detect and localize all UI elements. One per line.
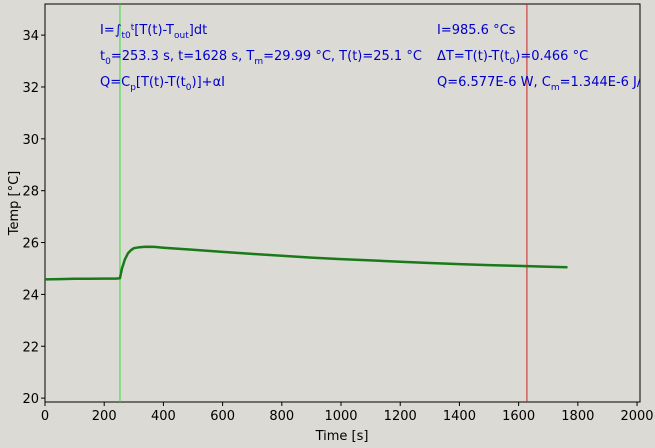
y-tick-label: 28 <box>22 185 39 200</box>
y-tick-label: 26 <box>22 237 39 252</box>
x-axis-label: Time [s] <box>315 429 369 444</box>
annotation-block: I=∫t0t[T(t)-Tout]dt t0=253.3 s, t=1628 s… <box>100 23 655 93</box>
y-tick-label: 24 <box>22 288 39 303</box>
integral-formula: I=∫t0t[T(t)-Tout]dt <box>100 23 207 41</box>
heat-value: Q=6.577E-6 W, Cm=1.344E-6 J/°C <box>437 75 655 93</box>
x-tick-label: 2000 <box>620 409 653 424</box>
x-tick-label: 0 <box>41 409 49 424</box>
x-tick-label: 1800 <box>561 409 594 424</box>
y-tick-label: 20 <box>22 392 39 407</box>
x-tick-label: 600 <box>210 409 235 424</box>
x-tick-label: 800 <box>269 409 294 424</box>
y-axis-ticks: 20 22 24 26 28 30 32 34 <box>22 29 45 407</box>
delta-t-value: ΔT=T(t)-T(t0)=0.466 °C <box>437 49 588 67</box>
y-axis-label: Temp [°C] <box>7 171 22 237</box>
y-tick-label: 30 <box>22 133 39 148</box>
parameters-text: t0=253.3 s, t=1628 s, Tm=29.99 °C, T(t)=… <box>100 49 422 67</box>
x-tick-label: 1200 <box>384 409 417 424</box>
series-layer <box>45 245 568 281</box>
y-tick-label: 34 <box>22 29 39 44</box>
x-axis-ticks: 0 200 400 600 800 1000 1200 1400 1600 1800 2000 <box>41 402 654 424</box>
marker-lines <box>119 4 528 402</box>
x-tick-label: 1400 <box>443 409 476 424</box>
y-tick-label: 22 <box>22 340 39 355</box>
temperature-series-line <box>45 245 568 281</box>
x-tick-label: 400 <box>151 409 176 424</box>
plot-frame <box>44 3 641 403</box>
x-tick-label: 1000 <box>324 409 357 424</box>
integral-value: I=985.6 °Cs <box>437 23 516 38</box>
x-tick-label: 200 <box>92 409 117 424</box>
x-tick-label: 1600 <box>502 409 535 424</box>
y-tick-label: 32 <box>22 81 39 96</box>
heat-formula: Q=Cp[T(t)-T(t0)]+αI <box>100 75 225 93</box>
